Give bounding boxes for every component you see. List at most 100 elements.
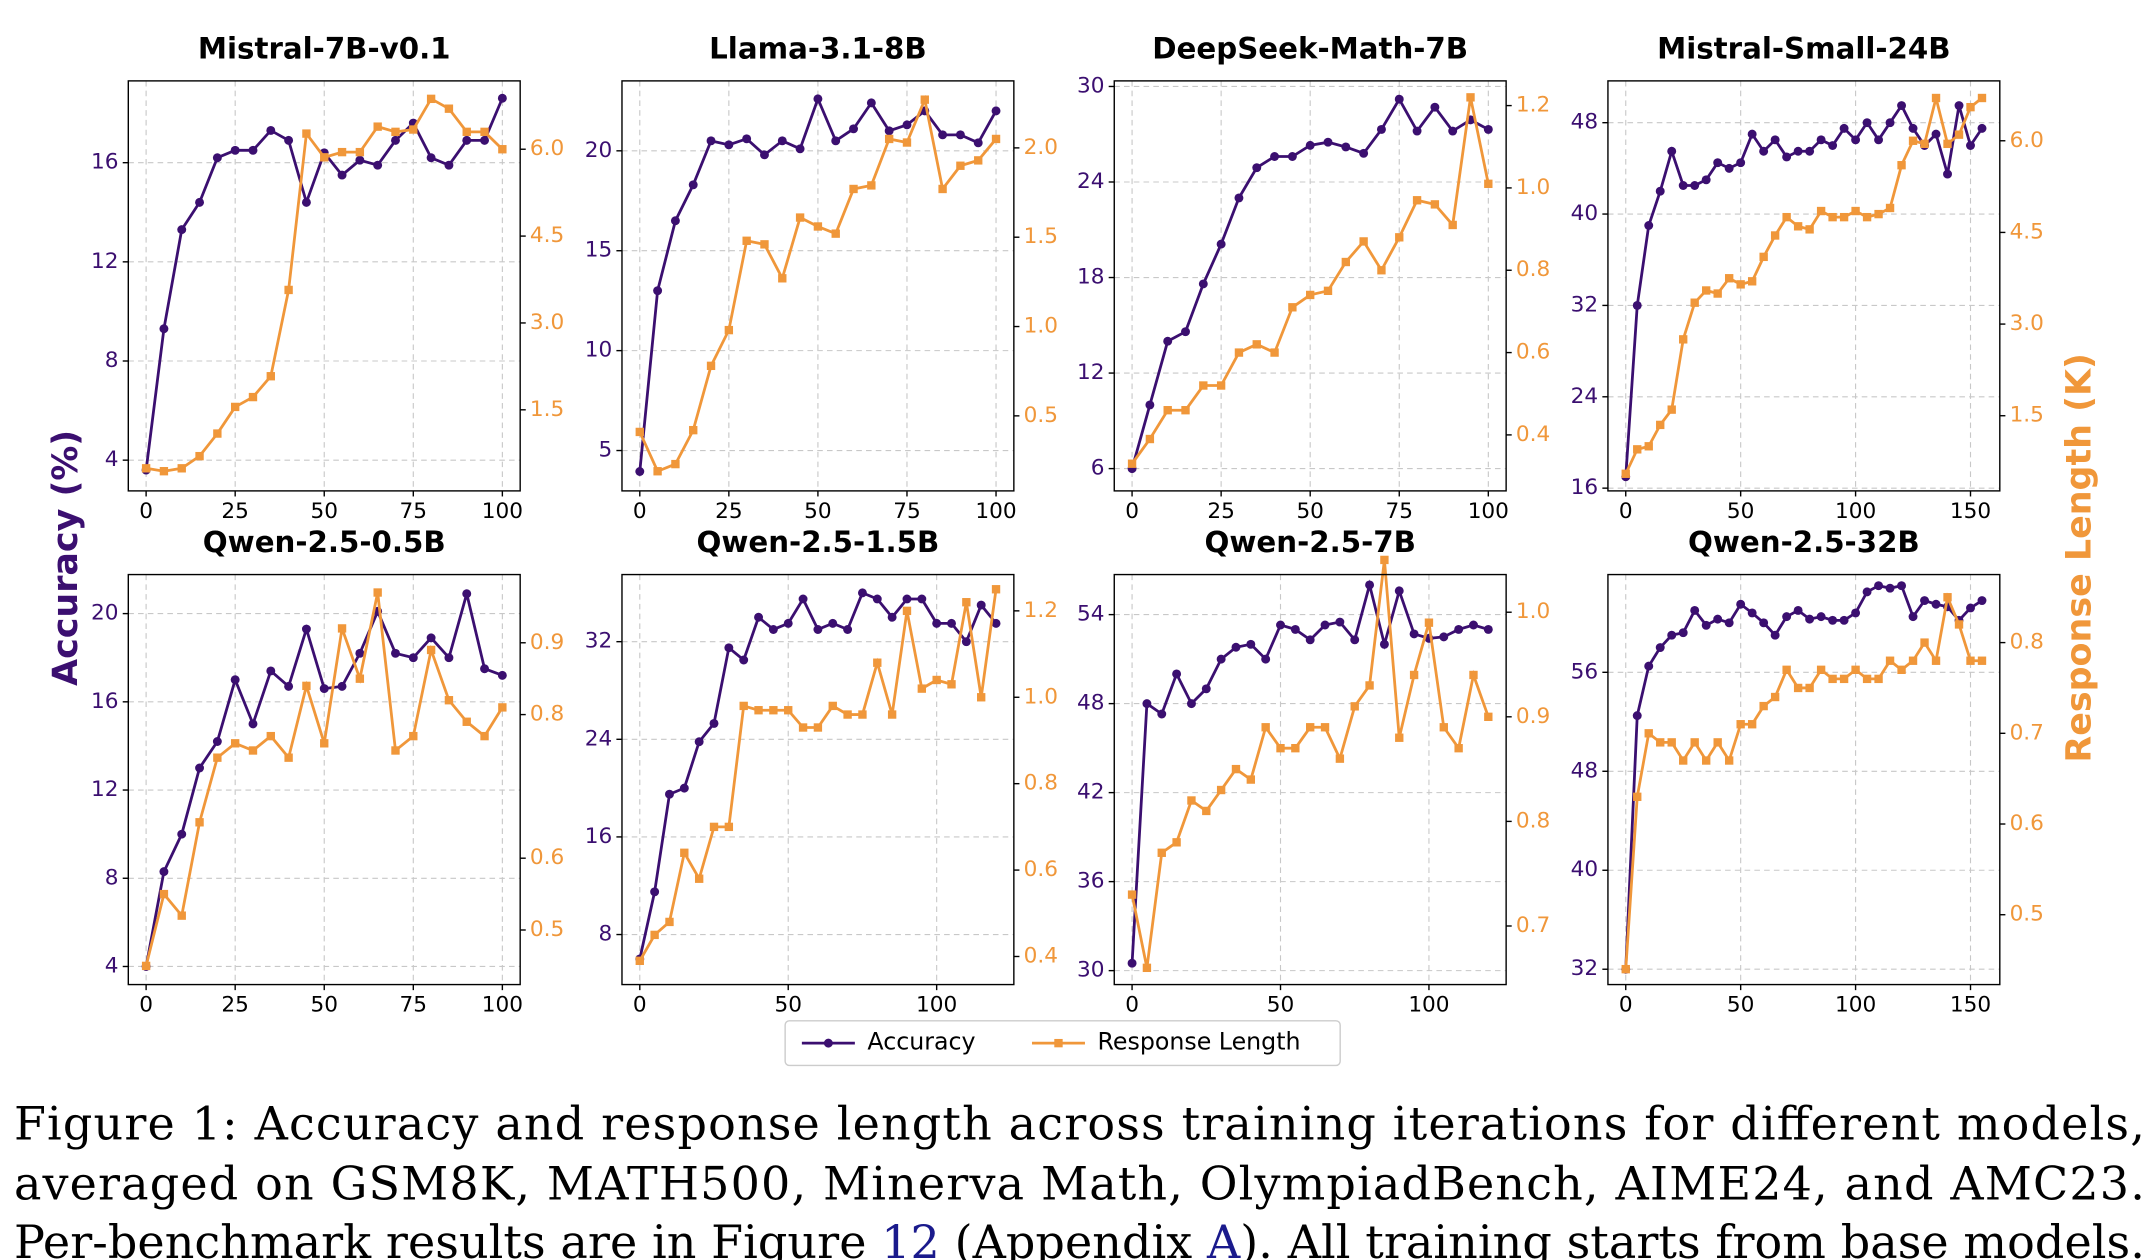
data-point [1483, 124, 1493, 134]
data-point [1702, 286, 1711, 295]
y2-tick-label: 1.2 [1024, 598, 1058, 623]
data-point [1943, 593, 1952, 602]
x-tick-label: 150 [1950, 992, 1991, 1017]
data-point [444, 696, 454, 705]
data-point [887, 710, 897, 719]
data-point [1234, 348, 1244, 357]
caption-link[interactable]: 12 [881, 1215, 940, 1260]
data-point [1954, 620, 1964, 629]
data-point [302, 681, 311, 691]
y-tick-label: 12 [91, 249, 119, 274]
data-point [1839, 615, 1849, 625]
data-point [1145, 434, 1155, 444]
panel-title: Qwen-2.5-32B [1688, 525, 1920, 559]
data-point [284, 285, 293, 295]
data-point [1851, 135, 1861, 145]
data-point [1216, 654, 1226, 664]
data-point [828, 701, 837, 711]
data-point [1644, 729, 1653, 738]
data-point [1323, 137, 1333, 147]
y-tick-label: 40 [1571, 201, 1599, 226]
data-point [1690, 605, 1700, 615]
x-tick-label: 75 [400, 499, 428, 524]
data-point [724, 822, 734, 832]
data-point [1127, 958, 1137, 968]
data-point [932, 675, 941, 685]
data-point [1966, 141, 1975, 150]
data-point [1252, 163, 1262, 173]
data-point [1644, 661, 1654, 671]
data-point [480, 135, 490, 145]
data-point [1632, 300, 1642, 310]
data-point [409, 731, 418, 741]
data-point [1793, 683, 1803, 693]
x-tick-label: 0 [1125, 499, 1139, 524]
y2-tick-label: 0.7 [2010, 720, 2044, 745]
data-point [1377, 266, 1386, 275]
data-point [408, 653, 418, 663]
data-point [739, 701, 748, 711]
data-point [320, 153, 329, 162]
y2-tick-label: 0.6 [2010, 811, 2044, 836]
data-point [828, 618, 838, 628]
data-point [1736, 158, 1746, 168]
data-point [694, 874, 704, 883]
data-point [426, 645, 436, 655]
y2-tick-label: 0.6 [530, 845, 564, 870]
data-point [1424, 618, 1434, 627]
data-point [1127, 459, 1137, 468]
data-point [665, 917, 674, 927]
data-point [1320, 723, 1330, 732]
data-point [1234, 193, 1244, 203]
data-point [248, 719, 258, 729]
data-point [1954, 101, 1964, 111]
data-point [706, 361, 716, 371]
y-tick-label: 24 [1077, 169, 1105, 194]
y2-tick-label: 1.5 [2010, 403, 2044, 428]
data-point [902, 138, 912, 147]
x-tick-label: 100 [1835, 992, 1876, 1017]
data-point [480, 127, 489, 137]
data-point [1862, 587, 1872, 597]
data-point [320, 739, 329, 748]
data-point [777, 136, 787, 146]
data-point [991, 106, 1001, 116]
data-point [1395, 233, 1404, 242]
y2-tick-label: 3.0 [2010, 311, 2044, 336]
plot-frame [127, 80, 521, 492]
x-tick-label: 75 [1386, 499, 1413, 524]
data-point [955, 130, 965, 140]
data-point [1656, 420, 1665, 430]
data-point [391, 127, 400, 137]
data-point [1782, 152, 1792, 162]
data-point [650, 930, 659, 940]
x-tick-label: 25 [715, 499, 742, 524]
data-point [230, 402, 240, 412]
y2-tick-label: 2.0 [1024, 135, 1058, 160]
data-point [1724, 756, 1734, 765]
y2-tick-label: 0.4 [1516, 422, 1550, 447]
data-point [1874, 674, 1883, 684]
data-point [1412, 196, 1422, 205]
data-point [1667, 405, 1676, 414]
data-point [1276, 620, 1285, 630]
data-point [849, 124, 859, 134]
data-point [1350, 635, 1360, 645]
data-point [1793, 146, 1803, 156]
data-point [1713, 614, 1723, 624]
data-point [1805, 614, 1815, 624]
data-point [1644, 442, 1653, 451]
plot-frame [621, 80, 1015, 492]
caption-link[interactable]: A [1206, 1215, 1241, 1260]
data-point [1216, 381, 1226, 390]
y2-tick-label: 0.9 [1516, 704, 1550, 729]
data-point [973, 138, 983, 148]
data-point [795, 213, 805, 222]
data-point [1439, 723, 1448, 732]
data-point [248, 392, 258, 402]
data-point [1323, 286, 1333, 296]
x-tick-label: 50 [774, 992, 801, 1017]
data-point [1943, 169, 1952, 179]
data-point [1885, 583, 1895, 593]
